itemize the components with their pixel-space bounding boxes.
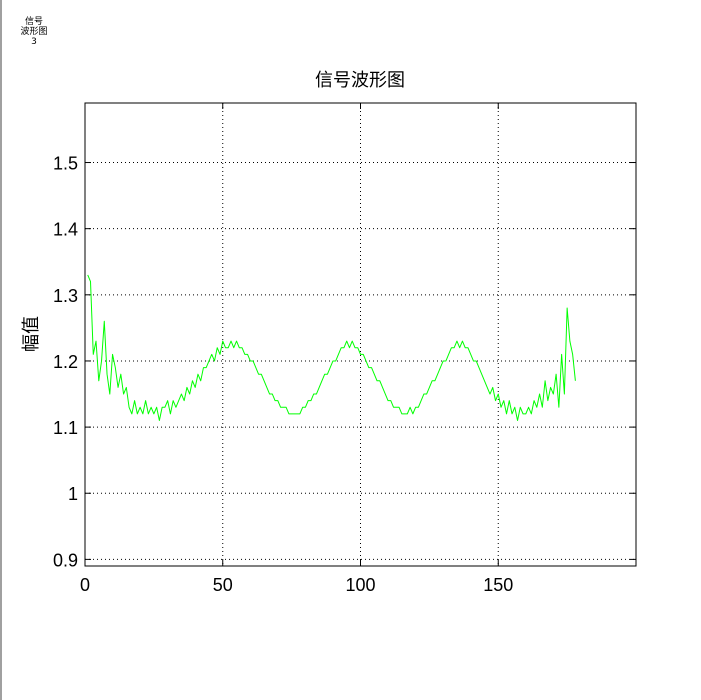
x-tick-label: 150 (483, 575, 513, 595)
y-tick-label: 1.5 (53, 154, 78, 174)
y-tick-label: 1.3 (53, 286, 78, 306)
x-tick-label: 50 (213, 575, 233, 595)
chart-title: 信号波形图 (315, 70, 405, 91)
x-tick-labels: 0 50 100 150 (80, 575, 513, 595)
x-tick-label: 0 (80, 575, 90, 595)
plot-area (85, 103, 636, 566)
y-axis-label: 幅值 (21, 316, 42, 352)
series-line (87, 274, 576, 421)
y-tick-label: 1.2 (53, 352, 78, 372)
series-layer (87, 274, 576, 421)
y-tick-labels: 0.9 1 1.1 1.2 1.3 1.4 1.5 (53, 154, 78, 571)
figure-tab-label[interactable]: 信号 波形图 3 (14, 17, 54, 47)
figure-tab-line-2: 波形图 (20, 27, 48, 37)
figure-tab-line-3: 3 (31, 37, 37, 47)
y-tick-label: 0.9 (53, 550, 78, 570)
axes-frame (84, 102, 637, 567)
window-edge (0, 0, 2, 700)
x-tick-label: 100 (345, 575, 375, 595)
axis-ticks (84, 103, 636, 566)
y-tick-label: 1.4 (53, 220, 78, 240)
figure-tab-line-1: 信号 (24, 17, 43, 27)
y-tick-label: 1.1 (53, 418, 78, 438)
y-tick-label: 1 (68, 484, 78, 504)
